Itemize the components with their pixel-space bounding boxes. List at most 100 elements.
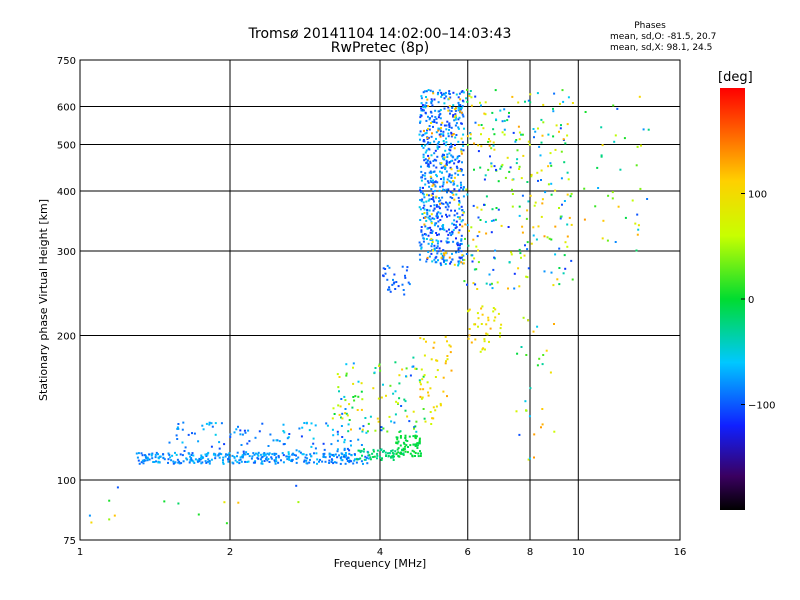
- data-point: [446, 156, 449, 158]
- data-point: [455, 122, 458, 125]
- data-point: [440, 240, 443, 243]
- data-point: [490, 147, 493, 150]
- data-point: [345, 363, 348, 366]
- data-point: [467, 310, 469, 313]
- data-point: [341, 412, 344, 415]
- data-point: [414, 434, 417, 437]
- data-point: [336, 433, 339, 436]
- data-point: [369, 456, 372, 459]
- data-point: [376, 452, 379, 455]
- data-point: [453, 198, 456, 201]
- data-point: [389, 290, 392, 293]
- data-point: [443, 97, 446, 100]
- data-point: [564, 142, 567, 145]
- data-point: [458, 201, 461, 204]
- data-point: [318, 460, 320, 463]
- data-point: [430, 198, 433, 200]
- data-point: [570, 192, 573, 195]
- grid-lines: [80, 60, 680, 540]
- data-point: [494, 89, 497, 92]
- data-point: [297, 456, 300, 459]
- data-point: [463, 127, 465, 130]
- data-point: [640, 144, 642, 147]
- data-point: [305, 462, 308, 465]
- data-point: [208, 421, 211, 424]
- data-point: [246, 442, 249, 445]
- data-point: [468, 92, 471, 95]
- data-point: [218, 456, 221, 459]
- data-point: [257, 451, 260, 454]
- data-point: [552, 107, 554, 110]
- data-point: [380, 448, 383, 451]
- data-point: [534, 201, 537, 204]
- data-point: [419, 383, 422, 386]
- data-point: [470, 341, 473, 344]
- data-point: [443, 158, 446, 161]
- data-point: [482, 347, 485, 350]
- data-point: [391, 283, 394, 286]
- data-point: [421, 378, 424, 381]
- data-point: [440, 127, 443, 129]
- data-point: [404, 434, 407, 437]
- data-point: [324, 456, 327, 459]
- data-point: [447, 135, 450, 138]
- data-point: [339, 405, 342, 408]
- data-point: [635, 249, 638, 252]
- data-point: [303, 460, 306, 463]
- data-point: [533, 136, 535, 139]
- data-point: [401, 449, 403, 451]
- data-point: [430, 181, 433, 183]
- data-point: [440, 252, 443, 255]
- data-point: [434, 409, 437, 412]
- data-point: [460, 107, 463, 109]
- data-point: [449, 351, 452, 354]
- data-point: [380, 396, 383, 399]
- data-point: [563, 200, 566, 202]
- data-point: [150, 453, 153, 456]
- data-point: [430, 252, 433, 255]
- data-point: [623, 137, 626, 140]
- data-point: [468, 229, 470, 232]
- data-point: [427, 234, 430, 237]
- data-point: [168, 441, 171, 444]
- data-point: [440, 178, 442, 180]
- data-point: [493, 133, 496, 136]
- data-point: [214, 457, 217, 460]
- data-point: [340, 458, 343, 461]
- data-point: [402, 441, 405, 444]
- data-point: [436, 252, 439, 255]
- data-point: [523, 254, 526, 257]
- data-point: [429, 179, 432, 182]
- data-point: [467, 337, 470, 340]
- data-point: [338, 413, 341, 416]
- data-point: [435, 121, 438, 124]
- data-point: [206, 460, 209, 463]
- data-point: [177, 427, 180, 430]
- data-point: [476, 206, 479, 209]
- data-point: [566, 245, 569, 248]
- data-point: [419, 388, 422, 391]
- data-point: [440, 123, 443, 126]
- data-point: [492, 268, 495, 271]
- data-point: [550, 164, 553, 167]
- data-point: [157, 453, 159, 456]
- data-point: [424, 111, 427, 114]
- data-point: [445, 161, 448, 164]
- data-point: [459, 243, 462, 245]
- data-point: [458, 256, 461, 259]
- data-point: [177, 461, 180, 464]
- data-point: [511, 178, 514, 181]
- data-point: [441, 215, 443, 218]
- data-point: [468, 308, 471, 311]
- data-point: [280, 459, 282, 462]
- data-point: [457, 231, 460, 234]
- data-point: [518, 214, 521, 217]
- data-point: [473, 268, 476, 271]
- data-point: [418, 133, 421, 136]
- data-point: [447, 106, 450, 109]
- data-point: [490, 220, 493, 222]
- data-point: [374, 429, 377, 432]
- data-point: [261, 462, 264, 465]
- data-point: [450, 142, 452, 145]
- y-tick-label: 400: [57, 187, 76, 198]
